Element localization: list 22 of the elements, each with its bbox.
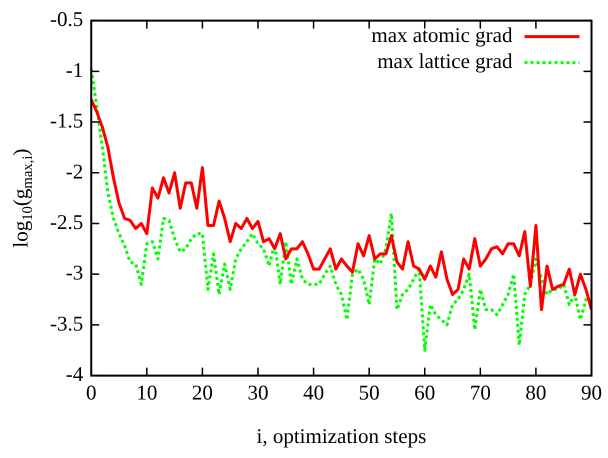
x-tick-label: 30 xyxy=(247,380,268,405)
legend-label: max lattice grad xyxy=(377,49,513,74)
x-tick-label: 40 xyxy=(303,380,324,405)
x-tick-label: 20 xyxy=(192,380,213,405)
x-tick-label: 50 xyxy=(358,380,380,405)
y-tick-label: -3 xyxy=(66,260,84,285)
x-tick-label: 10 xyxy=(136,380,158,405)
x-tick-label: 0 xyxy=(86,380,96,405)
x-tick-label: 90 xyxy=(581,380,602,405)
x-axis-title: i, optimization steps xyxy=(256,424,426,448)
x-tick-label: 70 xyxy=(470,380,491,405)
y-axis-title: log10(gmax,i) xyxy=(8,148,36,248)
legend-label: max atomic grad xyxy=(371,23,513,48)
x-tick-label: 80 xyxy=(525,380,546,405)
y-tick-label: -0.5 xyxy=(50,7,84,32)
y-tick-label: -4 xyxy=(66,362,84,386)
y-tick-label: -1 xyxy=(66,58,84,82)
y-tick-label: -2 xyxy=(66,159,84,184)
x-tick-label: 60 xyxy=(414,380,436,405)
y-tick-label: -2.5 xyxy=(50,210,84,234)
y-tick-label: -1.5 xyxy=(50,108,84,133)
y-tick-label: -3.5 xyxy=(50,311,84,336)
